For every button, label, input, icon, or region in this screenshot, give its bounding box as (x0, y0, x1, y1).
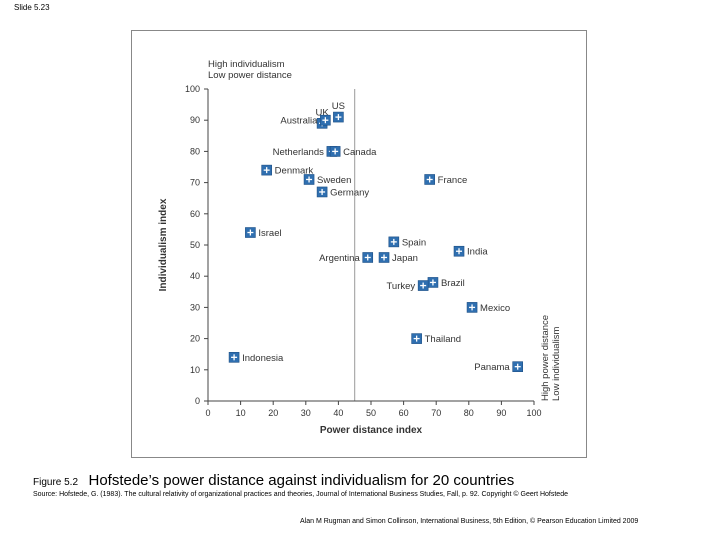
x-tick-label: 20 (268, 408, 278, 418)
source-note: Source: Hofstede, G. (1983). The cultura… (33, 491, 568, 498)
y-tick-label: 50 (190, 240, 200, 250)
data-point-label: Mexico (480, 303, 510, 314)
data-point-label: India (467, 247, 488, 258)
x-tick-label: 80 (464, 408, 474, 418)
y-tick-label: 90 (190, 115, 200, 125)
footer-credit: Alan M Rugman and Simon Collinson, Inter… (300, 518, 639, 525)
y-tick-label: 20 (190, 334, 200, 344)
y-tick-label: 70 (190, 178, 200, 188)
x-tick-label: 50 (366, 408, 376, 418)
data-point-label: Sweden (317, 175, 351, 186)
y-axis-label: Individualism index (158, 198, 169, 291)
x-tick-label: 30 (301, 408, 311, 418)
x-tick-label: 90 (496, 408, 506, 418)
data-point-label: UK (315, 107, 329, 118)
slide-label: Slide 5.23 (14, 3, 50, 12)
y-tick-label: 60 (190, 209, 200, 219)
data-point-label: Thailand (425, 334, 461, 345)
y-tick-label: 40 (190, 271, 200, 281)
data-point-label: Argentina (319, 253, 360, 264)
data-point-label: Denmark (275, 166, 314, 177)
quadrant-note-bottom-right-line1: High power distance (540, 315, 551, 401)
x-tick-label: 70 (431, 408, 441, 418)
scatter-chart: 0 10 20 30 40 50 60 70 80 90 100 0 10 20 30 40 50 60 70 80 9… (158, 59, 562, 436)
x-tick-label: 10 (236, 408, 246, 418)
data-point-label: France (438, 175, 468, 186)
x-axis-label: Power distance index (320, 425, 423, 436)
y-tick-label: 30 (190, 302, 200, 312)
x-tick-label: 40 (333, 408, 343, 418)
data-point-label: Brazil (441, 278, 465, 289)
data-point-label: Australia (280, 116, 318, 127)
data-point-label: Israel (258, 228, 281, 239)
data-point-label: US (332, 101, 345, 112)
figure-title: Hofstede’s power distance against indivi… (88, 472, 515, 489)
data-point-label: Indonesia (242, 353, 284, 364)
x-tick-label: 60 (399, 408, 409, 418)
x-tick-label: 100 (526, 408, 541, 418)
y-tick-label: 100 (185, 84, 200, 94)
quadrant-note-top-left-line1: High individualism (208, 59, 285, 70)
figure-number: Figure 5.2 (33, 477, 79, 488)
data-point-label: Netherlands (273, 147, 324, 158)
y-tick-label: 0 (195, 396, 200, 406)
y-tick-label: 10 (190, 365, 200, 375)
data-point-label: Japan (392, 253, 418, 264)
quadrant-note-top-left-line2: Low power distance (208, 70, 292, 81)
quadrant-note-bottom-right-line2: Low individualism (551, 326, 562, 401)
figure-caption: Figure 5.2 Hofstede’s power distance aga… (33, 472, 514, 490)
data-point-label: Germany (330, 187, 369, 198)
data-point-label: Spain (402, 237, 426, 248)
y-tick-label: 80 (190, 146, 200, 156)
data-point-label: Turkey (386, 281, 415, 292)
data-point-label: Panama (474, 362, 510, 373)
chart-panel: 0 10 20 30 40 50 60 70 80 90 100 0 10 20 30 40 50 60 70 80 9… (131, 30, 587, 458)
x-tick-label: 0 (205, 408, 210, 418)
data-point-label: Canada (343, 147, 377, 158)
